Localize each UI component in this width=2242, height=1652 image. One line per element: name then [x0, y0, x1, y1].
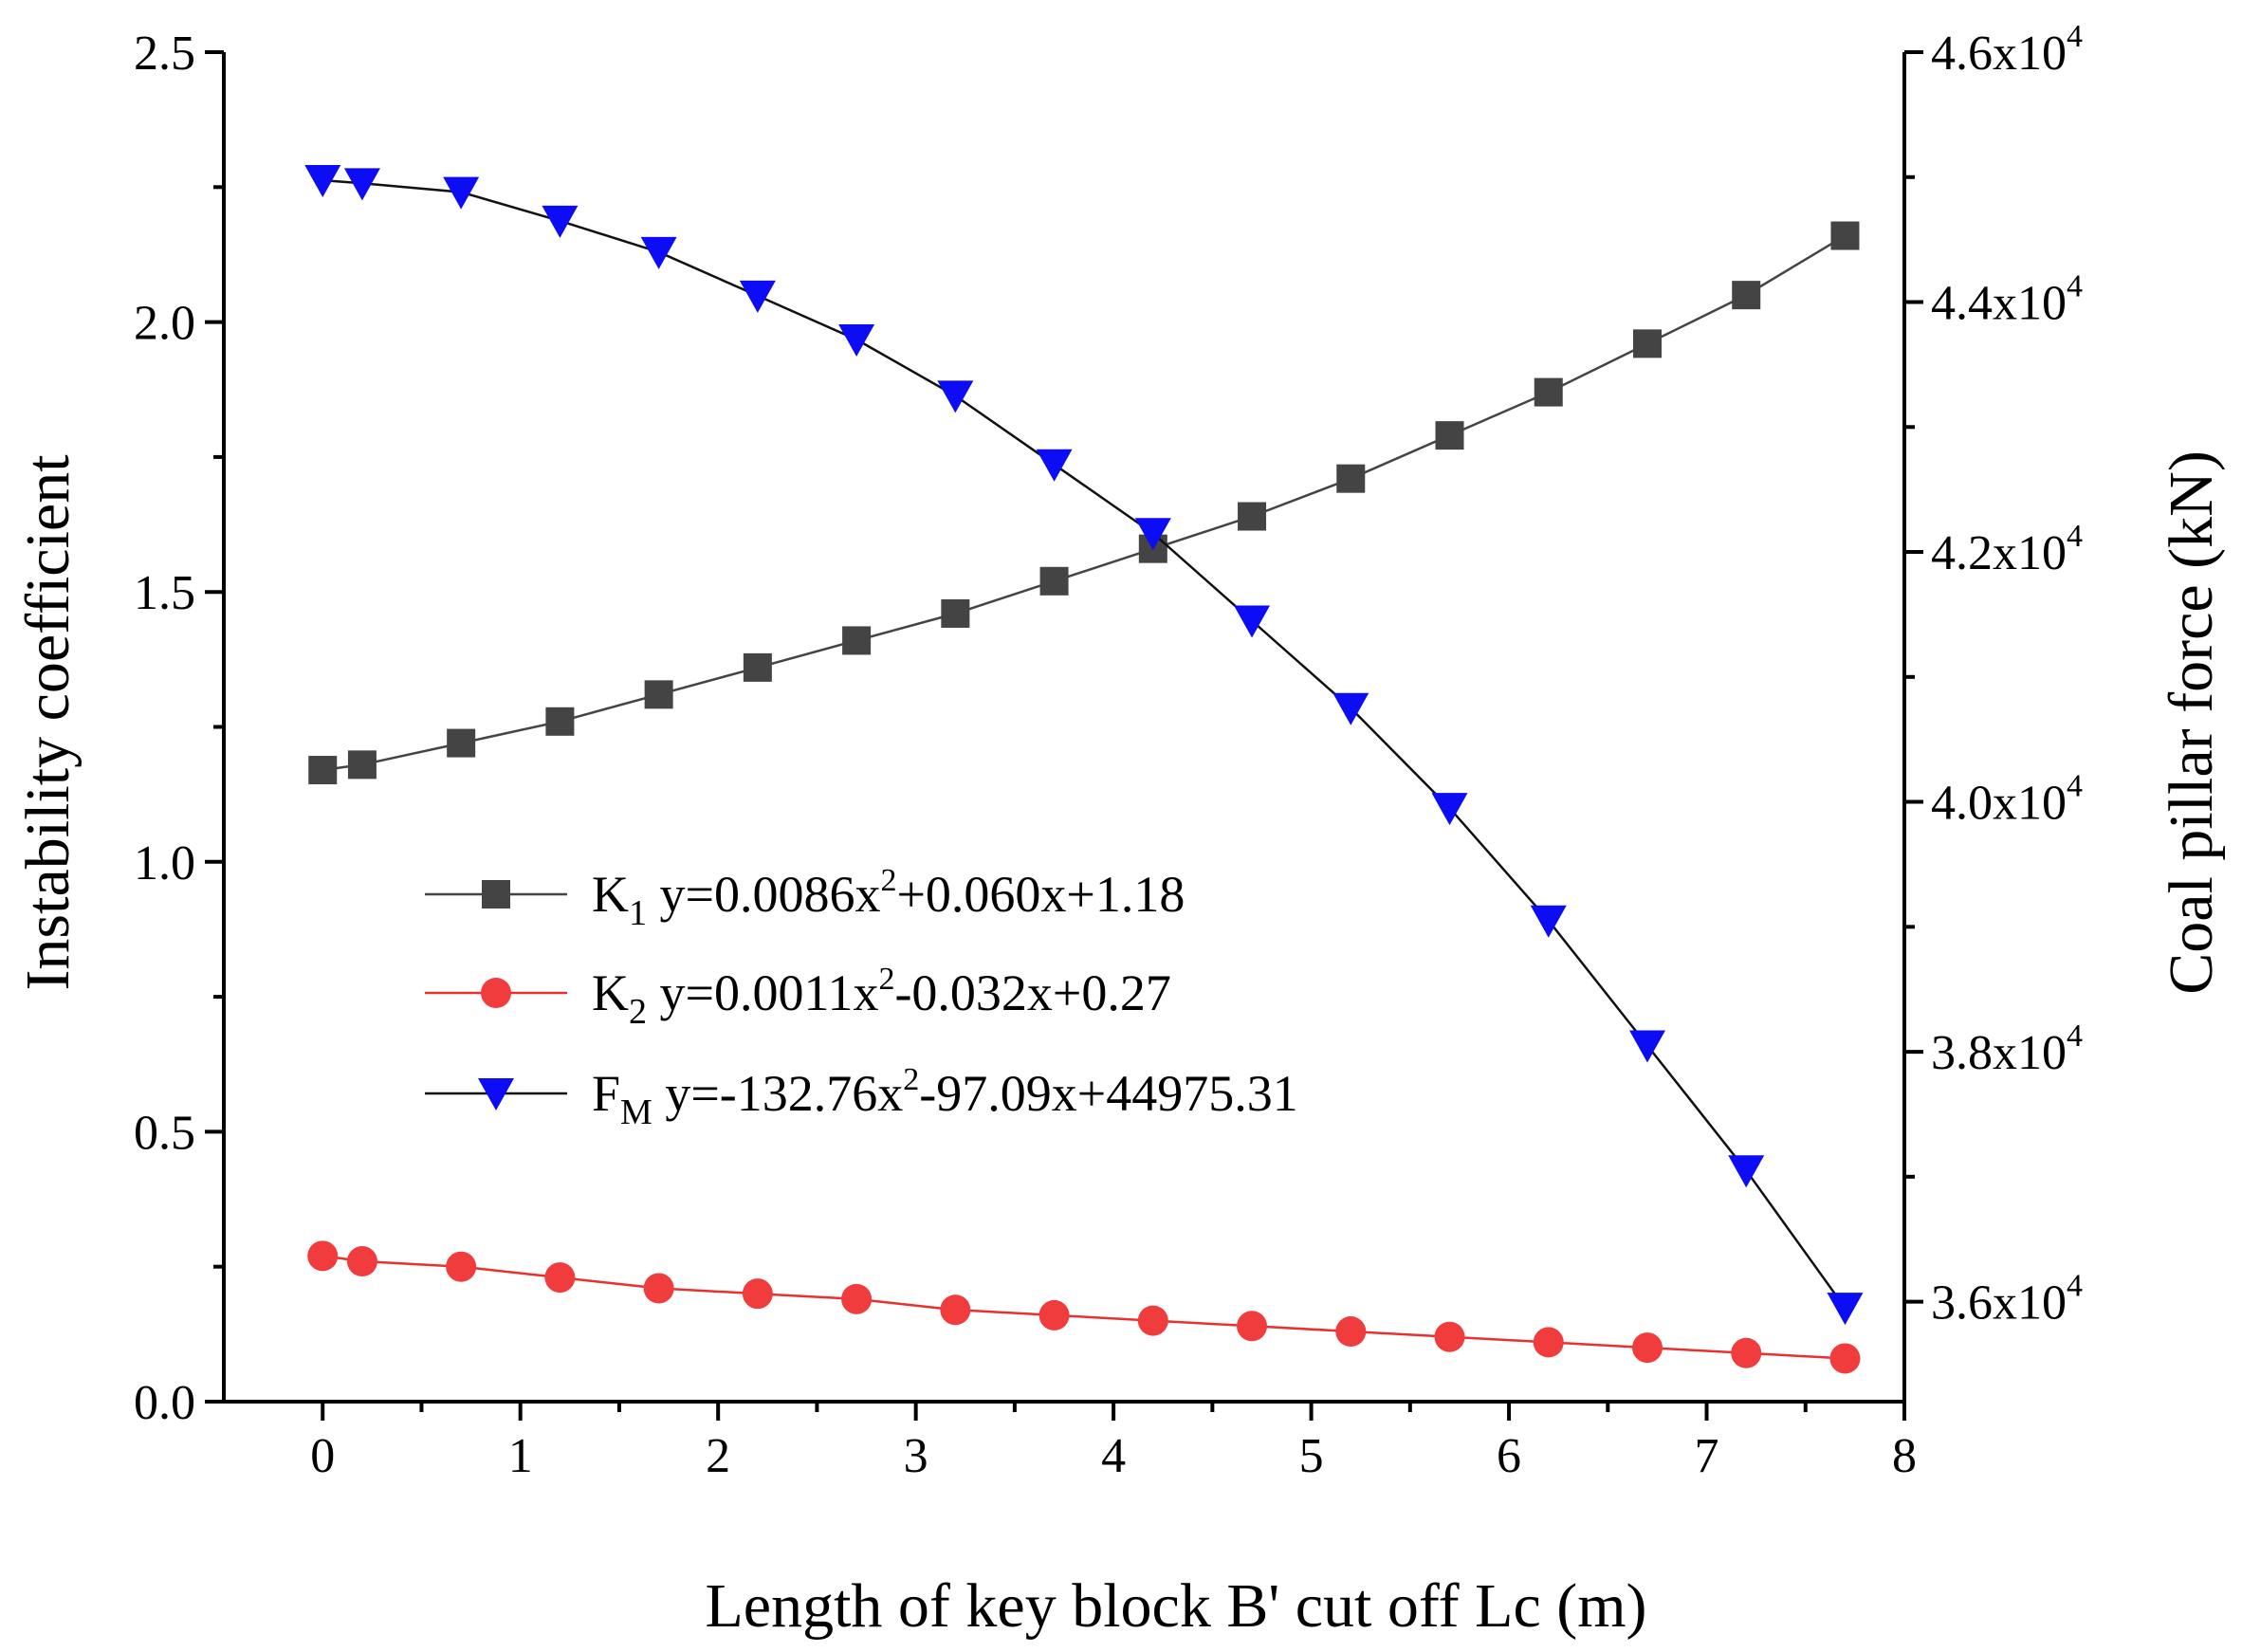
- series-K2-point: [1829, 1343, 1861, 1374]
- x-tick-label: 4: [1101, 1429, 1126, 1483]
- x-tick-label: 7: [1695, 1429, 1719, 1483]
- y-left-tick-label: 2.5: [134, 27, 195, 81]
- legend-label: K2 y=0.0011x2-0.032x+0.27: [592, 962, 1171, 1032]
- legend-label: K1 y=0.0086x2+0.060x+1.18: [592, 863, 1185, 933]
- series-K1-point: [941, 598, 970, 628]
- y-axis-right: 3.6x104 3.8x104 4.0x104 4.2x104 4.4x104 4.6x1…: [1904, 19, 2083, 1331]
- series-K1-point: [447, 728, 476, 758]
- legend-item-K1: K1 y=0.0086x2+0.060x+1.18: [425, 863, 1185, 933]
- x-tick-label: 0: [310, 1429, 335, 1483]
- series-K2-point: [1335, 1316, 1367, 1348]
- series-K1-point: [1830, 221, 1860, 250]
- x-tick-label: 3: [904, 1429, 928, 1483]
- series-K1-point: [545, 707, 575, 736]
- series-K2-point: [1434, 1321, 1465, 1352]
- series-FM-point: [1827, 1293, 1864, 1326]
- series-K2-point: [841, 1283, 873, 1314]
- x-tick-label: 8: [1892, 1429, 1917, 1483]
- y-axis-left-title: Instability coefficient: [13, 454, 83, 990]
- series-K2-point: [643, 1273, 674, 1304]
- series-FM-point: [1332, 692, 1369, 725]
- series-K2-point: [1038, 1299, 1070, 1331]
- series-K2-point: [940, 1294, 971, 1326]
- series-K1-point: [1238, 502, 1267, 531]
- series-K2-point: [1237, 1311, 1268, 1342]
- y-right-tick-label: 3.6x104: [1931, 1269, 2083, 1331]
- plot-frame: [222, 52, 1906, 1404]
- series-K1-point: [1732, 281, 1761, 310]
- series-K2-point: [1533, 1327, 1564, 1358]
- series-FM-point: [838, 324, 875, 358]
- series-K2: [307, 1240, 1861, 1374]
- series-FM-point: [542, 205, 579, 238]
- series-K2-point: [544, 1262, 576, 1294]
- legend: K1 y=0.0086x2+0.060x+1.18 K2 y=0.0011x2-0…: [425, 863, 1298, 1132]
- y-left-tick-label: 2.0: [134, 297, 195, 351]
- series-K1-point: [347, 750, 377, 780]
- series-FM-point: [1628, 1030, 1665, 1063]
- series-FM-point: [1728, 1155, 1765, 1188]
- legend-item-FM: FM y=-132.76x2-97.09x+44975.31: [425, 1062, 1298, 1132]
- series-K2-point: [346, 1246, 377, 1277]
- y-right-tick-label: 4.0x104: [1931, 769, 2083, 831]
- legend-marker: [482, 880, 510, 909]
- series-FM-point: [343, 168, 380, 201]
- series-FM-point: [1530, 905, 1567, 938]
- y-axis-right-title: Coal pillar force (kN): [2157, 450, 2226, 995]
- legend-item-K2: K2 y=0.0011x2-0.032x+0.27: [425, 962, 1171, 1032]
- series-K1-point: [1632, 329, 1662, 358]
- y-right-tick-label: 4.6x104: [1931, 19, 2083, 81]
- series-FM-line: [322, 178, 1847, 1309]
- legend-marker: [478, 1078, 514, 1111]
- y-left-tick-label: 1.5: [134, 566, 195, 620]
- y-right-tick-label: 4.4x104: [1931, 269, 2083, 331]
- y-left-tick-label: 0.5: [134, 1106, 195, 1160]
- series-K2-point: [1631, 1332, 1663, 1364]
- x-axis: 0 1 2 3 4 5 6 7 8: [310, 1402, 1917, 1483]
- series-K1-point: [644, 680, 673, 709]
- series-K1-point: [1435, 421, 1464, 450]
- x-tick-label: 1: [508, 1429, 533, 1483]
- series-FM-point: [1431, 793, 1468, 826]
- series-layer: [304, 165, 1864, 1374]
- series-FM: [304, 165, 1864, 1326]
- series-K1-line: [322, 234, 1847, 772]
- series-K2-point: [1137, 1305, 1168, 1336]
- series-FM-point: [937, 380, 974, 413]
- series-K1-point: [1336, 464, 1366, 493]
- series-K1-point: [1534, 377, 1563, 407]
- x-tick-label: 5: [1299, 1429, 1324, 1483]
- y-left-tick-label: 1.0: [134, 836, 195, 890]
- series-K2-point: [742, 1278, 773, 1310]
- x-tick-label: 6: [1497, 1429, 1521, 1483]
- x-axis-title: Length of key block B' cut off Lc (m): [705, 1571, 1646, 1641]
- series-K1: [308, 221, 1860, 785]
- series-FM-point: [1134, 518, 1171, 551]
- y-left-tick-label: 0.0: [134, 1376, 195, 1430]
- series-FM-point: [739, 280, 776, 313]
- series-K2-point: [1731, 1337, 1762, 1368]
- series-FM-point: [443, 176, 480, 210]
- series-K1-point: [743, 652, 772, 682]
- series-K1-point: [1039, 566, 1069, 596]
- x-tick-label: 2: [706, 1429, 730, 1483]
- y-axis-left: 0.0 0.5 1.0 1.5 2.0 2.5: [134, 27, 224, 1430]
- series-FM-point: [1234, 605, 1271, 638]
- y-right-tick-label: 3.8x104: [1931, 1019, 2083, 1080]
- series-FM-point: [304, 165, 341, 198]
- y-right-tick-label: 4.2x104: [1931, 519, 2083, 580]
- series-K1-point: [308, 756, 338, 785]
- series-K2-point: [446, 1251, 477, 1282]
- series-FM-point: [1036, 449, 1073, 482]
- legend-marker: [481, 978, 511, 1008]
- series-K1-point: [842, 626, 872, 655]
- series-FM-point: [640, 236, 677, 269]
- series-K2-point: [307, 1240, 339, 1272]
- legend-label: FM y=-132.76x2-97.09x+44975.31: [592, 1062, 1298, 1132]
